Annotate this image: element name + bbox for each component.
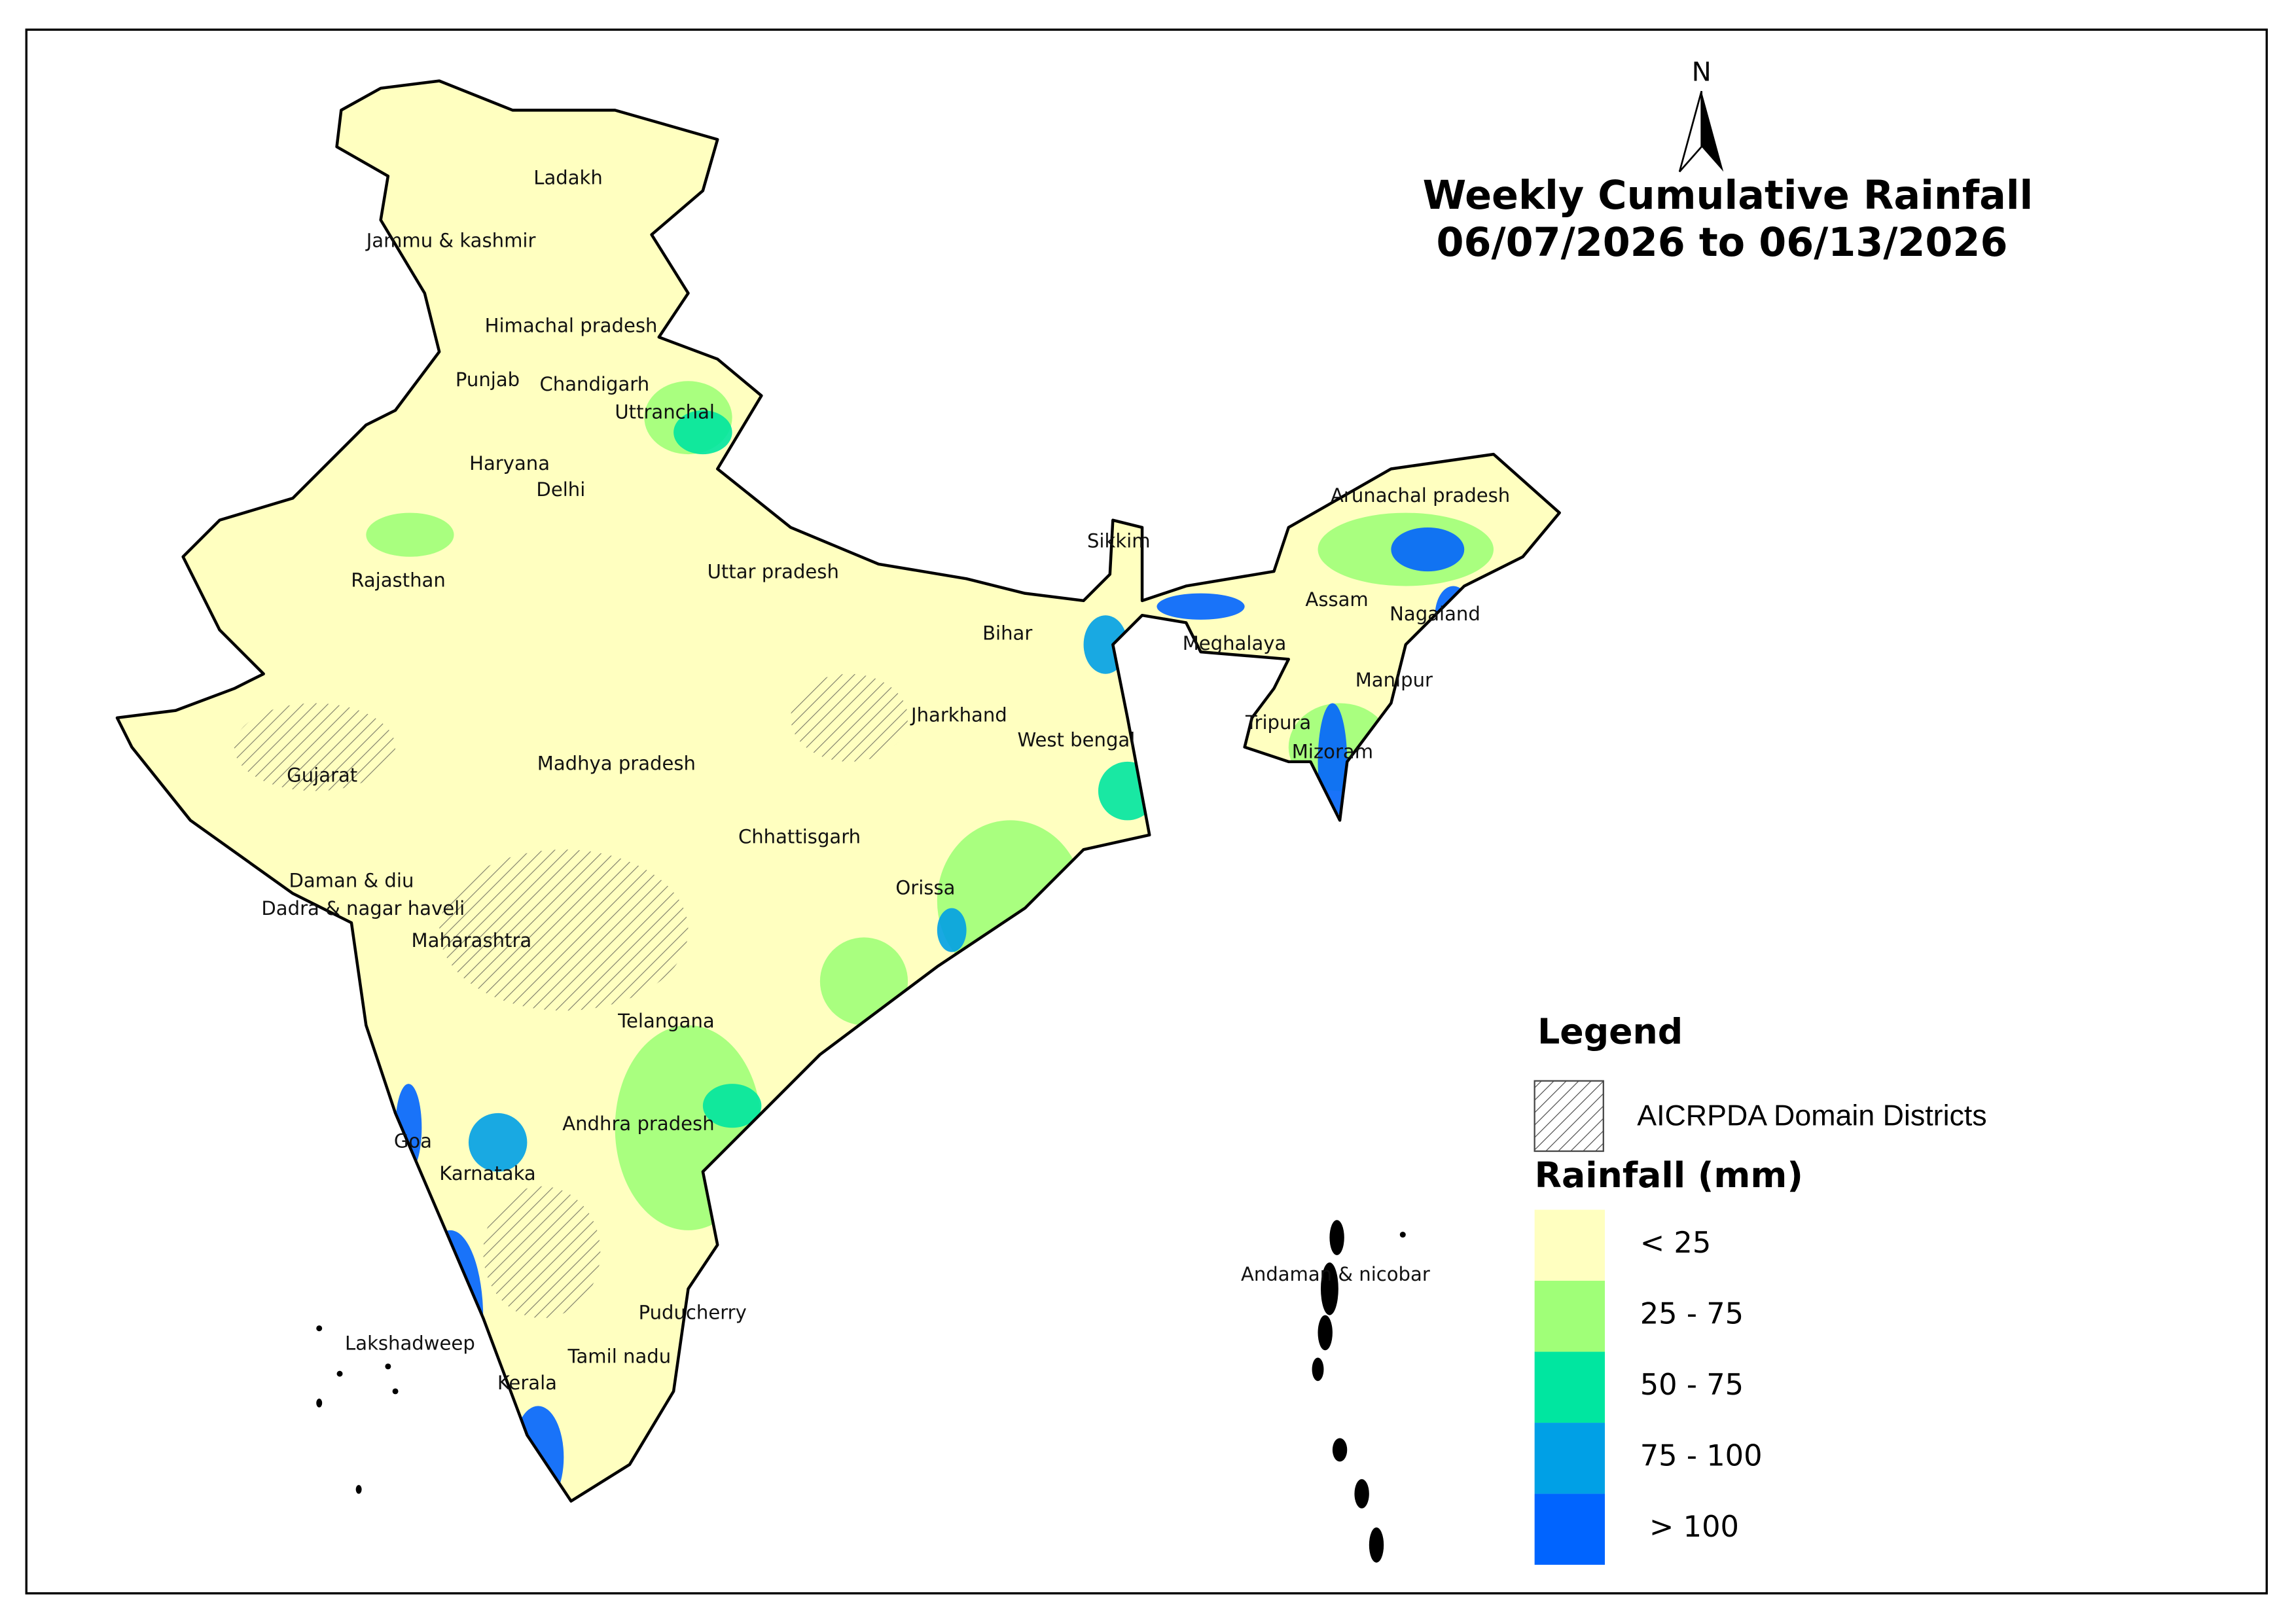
legend-swatch	[1534, 1493, 1605, 1565]
legend-label: < 25	[1640, 1225, 1712, 1260]
rainfall-patch	[702, 1084, 762, 1128]
state-label: Dadra & nagar haveli	[261, 897, 465, 919]
state-label: Uttar pradesh	[708, 560, 839, 582]
state-label: Assam	[1305, 588, 1368, 611]
state-label: Rajasthan	[351, 569, 446, 592]
island	[1399, 1232, 1406, 1238]
rainfall-patch	[937, 908, 967, 952]
state-label: West bengal	[1017, 729, 1135, 751]
north-label: N	[1692, 57, 1712, 87]
state-label: Puducherry	[639, 1301, 747, 1323]
rainfall-patch	[673, 410, 732, 455]
north-arrow: N	[1678, 57, 1724, 173]
island	[1354, 1479, 1369, 1508]
state-label: Delhi	[536, 478, 585, 501]
island	[316, 1399, 323, 1408]
rainfall-patch	[439, 849, 689, 1011]
state-label: Daman & diu	[289, 869, 414, 891]
state-label: Orissa	[895, 877, 955, 899]
island	[355, 1485, 362, 1494]
island	[1369, 1527, 1384, 1563]
island	[392, 1388, 399, 1395]
state-label: Meghalaya	[1183, 632, 1287, 654]
state-label: Bihar	[982, 622, 1032, 644]
state-label: Himachal pradesh	[485, 314, 658, 336]
island	[1320, 1262, 1338, 1315]
rainfall-patch	[1391, 527, 1465, 572]
rainfall-title: Rainfall (mm)	[1535, 1154, 1803, 1196]
state-label: Madhya pradesh	[537, 752, 696, 774]
rainfall-patch	[366, 512, 454, 557]
state-labels: Ladakh Jammu & kashmir Himachal pradesh Pun…	[261, 167, 1510, 1394]
state-label: Tripura	[1245, 711, 1311, 734]
legend-label: 75 - 100	[1640, 1438, 1763, 1473]
title-line: Weekly Cumulative Rainfall	[1423, 173, 2034, 219]
hatch-swatch	[1534, 1080, 1604, 1152]
state-label: Jammu & kashmir	[365, 230, 536, 252]
legend-swatch	[1534, 1209, 1605, 1281]
island	[1312, 1357, 1324, 1382]
state-label: Haryana	[469, 452, 550, 474]
legend-swatch	[1534, 1423, 1605, 1494]
title-line: 06/07/2026 to 06/13/2026	[1437, 220, 2008, 266]
state-label: Karnataka	[439, 1162, 535, 1185]
island	[1332, 1438, 1348, 1462]
state-label: Manipur	[1355, 669, 1433, 691]
state-label: Chandigarh	[539, 373, 649, 395]
hatch-label: AICRPDA Domain Districts	[1637, 1099, 1986, 1132]
rainfall-patch	[791, 673, 908, 762]
state-label: Ladakh	[533, 167, 603, 189]
state-label: Chhattisgarh	[738, 825, 861, 847]
state-label: Arunachal pradesh	[1331, 484, 1510, 507]
state-label: Tamil nadu	[567, 1345, 672, 1367]
rainfall-patch	[234, 703, 396, 791]
state-label: Goa	[394, 1130, 432, 1152]
legend-swatch	[1534, 1281, 1605, 1352]
legend-swatch	[1534, 1351, 1605, 1423]
island	[1329, 1220, 1344, 1255]
rainfall-patch	[1157, 593, 1245, 620]
legend-label: > 100	[1640, 1509, 1739, 1544]
island	[1318, 1315, 1333, 1351]
rainfall-patch	[483, 1186, 601, 1319]
state-label: Uttranchal	[615, 401, 715, 423]
legend-label: 50 - 75	[1640, 1367, 1744, 1402]
state-label: Punjab	[456, 368, 520, 391]
rainfall-patch	[819, 937, 908, 1026]
state-label: Gujarat	[287, 764, 357, 786]
state-label: Telangana	[617, 1010, 715, 1032]
state-label: Mizoram	[1292, 741, 1373, 763]
state-label: Maharashtra	[412, 929, 532, 952]
island	[385, 1363, 391, 1370]
state-label: Nagaland	[1390, 603, 1480, 625]
state-label: Andaman & nicobar	[1241, 1263, 1430, 1285]
state-label: Lakshadweep	[345, 1332, 475, 1354]
legend-label: 25 - 75	[1640, 1296, 1744, 1331]
rainfall-patch	[468, 1113, 528, 1172]
island	[336, 1370, 343, 1377]
legend: Legend AICRPDA Domain Districts Rainfall…	[1534, 1011, 1987, 1565]
country-outline	[115, 79, 1561, 1503]
state-label: Jharkhand	[910, 704, 1007, 726]
island	[316, 1325, 323, 1332]
state-label: Sikkim	[1087, 529, 1151, 552]
state-label: Andhra pradesh	[562, 1113, 714, 1135]
state-label: Kerala	[497, 1372, 557, 1394]
legend-title: Legend	[1537, 1011, 1683, 1052]
